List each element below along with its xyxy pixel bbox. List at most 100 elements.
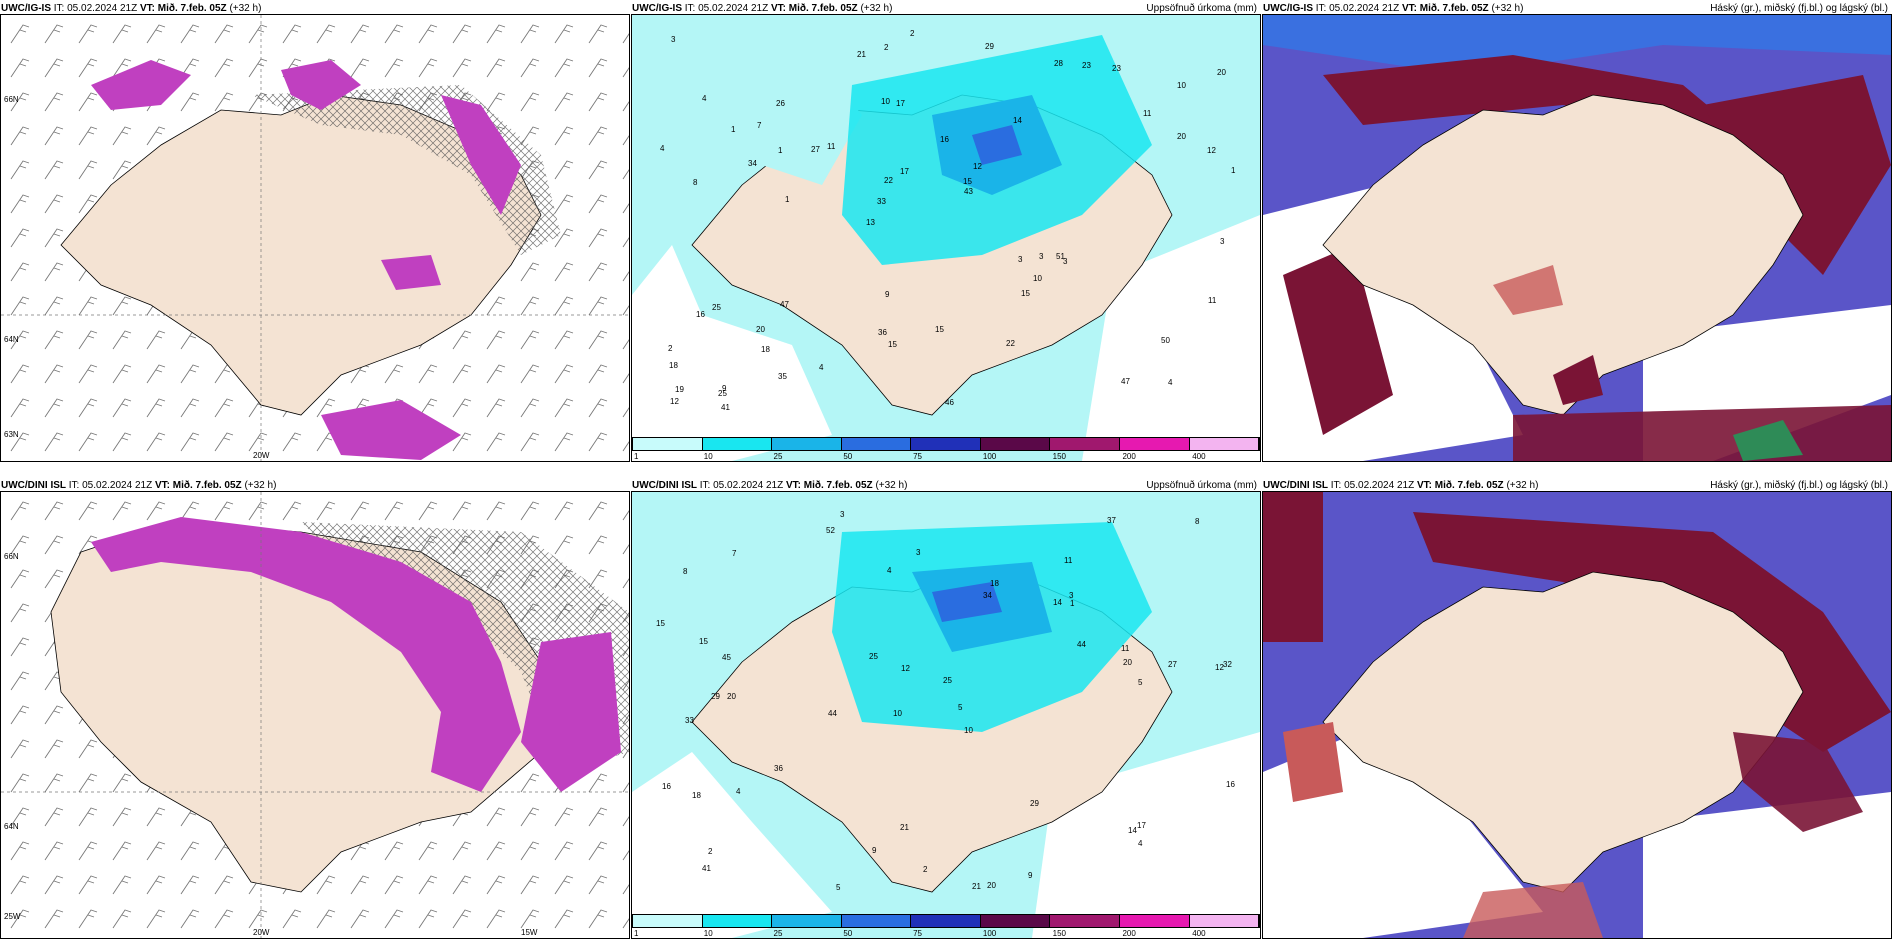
precip-value: 10 [893,709,902,718]
panel-title: UWC/DINI ISL IT: 05.02.2024 21Z VT: Mið.… [632,480,908,491]
legend-tick: 75 [913,929,923,938]
precip-value: 28 [1054,59,1063,68]
precip-value: 8 [693,178,698,187]
precip-value: 33 [877,197,886,206]
precip-value: 22 [884,176,893,185]
precip-value: 43 [964,187,973,196]
precip-value: 22 [1006,339,1015,348]
precip-value: 1 [1231,166,1236,175]
precip-value: 27 [1168,660,1177,669]
precip-value: 34 [983,591,992,600]
precip-value: 46 [945,398,954,407]
legend-swatch [980,915,1051,927]
grid-label: 20W [253,451,270,460]
legend-tick: 400 [1192,929,1206,938]
precip-value: 29 [985,42,994,51]
precip-value: 36 [878,328,887,337]
precip-value: 21 [900,823,909,832]
precip-value: 47 [1121,377,1130,386]
precip-value: 2 [708,847,713,856]
precip-value: 5 [1138,678,1143,687]
precip-value: 14 [1128,826,1137,835]
precip-value: 15 [1021,289,1030,298]
legend-tick: 1 [634,929,639,938]
precip-value: 12 [973,162,982,171]
precip-value: 17 [900,167,909,176]
precip-value: 44 [1077,640,1086,649]
precip-value: 25 [718,389,727,398]
precip-value: 33 [685,716,694,725]
legend-tick: 10 [703,929,713,938]
panel-dini-precip: UWC/DINI ISL IT: 05.02.2024 21Z VT: Mið.… [631,477,1261,939]
precip-value: 2 [668,344,673,353]
precip-value: 12 [1207,146,1216,155]
precip-value: 10 [1033,274,1042,283]
legend-tick: 150 [1052,929,1067,938]
precip-legend: 1 10 25 50 75 100 150 200 400 [632,435,1260,461]
legend-swatch [772,438,842,450]
precip-value: 4 [1138,839,1143,848]
precip-value: 10 [881,97,890,106]
precip-value: 10 [964,726,973,735]
precip-value: 4 [736,787,741,796]
map-frame [1262,14,1892,462]
grid-label: 15W [521,928,538,937]
precip-value: 8 [1195,517,1200,526]
legend-tick: 150 [1052,452,1067,461]
precip-value: 51 [1056,252,1065,261]
legend-swatch [1189,915,1260,927]
precip-value: 15 [935,325,944,334]
precip-value: 37 [1107,516,1116,525]
precip-value: 25 [712,303,721,312]
precip-value: 18 [692,791,701,800]
wind-icing-map [1,492,629,938]
precip-value: 45 [722,653,731,662]
precip-value: 10 [1177,81,1186,90]
precip-value: 18 [761,345,770,354]
precip-value: 3 [1069,591,1074,600]
precip-value: 23 [1112,64,1121,73]
precip-value: 8 [683,567,688,576]
map-frame: 3 11 12 10 10 20 8 14 33 34 25 41 52 44 21 20 21 37 44 36 45… [631,491,1261,939]
legend-swatch [1119,438,1190,450]
panel-dini-wind: UWC/DINI ISL IT: 05.02.2024 21Z VT: Mið.… [0,477,630,939]
legend-tick: 25 [773,452,783,461]
precip-value: 18 [669,361,678,370]
precip-value: 9 [722,384,727,393]
map-frame [1262,491,1892,939]
precip-value: 20 [987,881,996,890]
precip-value: 29 [1030,799,1039,808]
legend-swatch [911,438,981,450]
precip-value: 20 [1177,132,1186,141]
precip-value: 12 [901,664,910,673]
grid-label: 63N [4,430,19,439]
precip-value: 4 [887,566,892,575]
legend-swatch [980,438,1051,450]
precip-value: 4 [819,363,824,372]
precip-value: 29 [711,692,720,701]
precip-value: 16 [696,310,705,319]
precip-value: 15 [699,637,708,646]
precip-value: 3 [840,510,845,519]
precip-values: 4810131491016251118181712342132033362226… [660,29,1236,412]
precip-value: 1 [778,146,783,155]
precip-value: 25 [869,652,878,661]
precip-value: 4 [660,144,665,153]
precip-value: 14 [1053,598,1062,607]
legend-swatch [1189,438,1260,450]
panel-title: UWC/IG-IS IT: 05.02.2024 21Z VT: Mið. 7.… [1263,3,1524,14]
precip-value: 41 [721,403,730,412]
precip-value: 11 [1064,556,1073,565]
precip-value: 3 [671,35,676,44]
precip-value: 1 [1070,599,1075,608]
map-frame: 66N 64N 63N 20W [0,14,630,462]
map-frame: 4 8 10 13 14 9 10 16 25 11 18 18 17 12 3 4 2 1 3 20 33 36 22 26… [631,14,1261,462]
precip-value: 9 [872,846,877,855]
precip-value: 3 [1039,252,1044,261]
panel-igis-wind: UWC/IG-IS IT: 05.02.2024 21Z VT: Mið. 7.… [0,0,630,462]
precip-value: 20 [756,325,765,334]
legend-swatch [841,438,912,450]
precip-value: 13 [866,218,875,227]
panel-title-right: Háský (gr.), miðský (fj.bl.) og lágský (… [1710,3,1888,14]
